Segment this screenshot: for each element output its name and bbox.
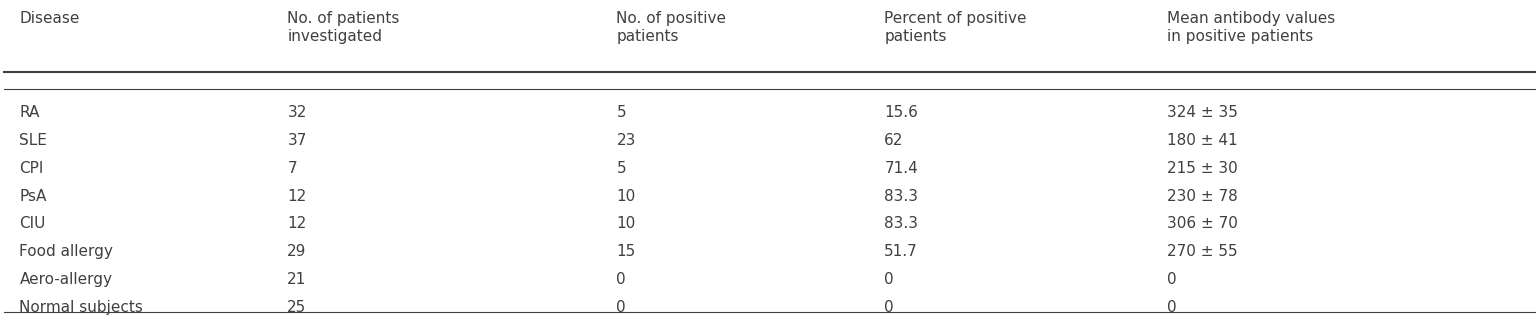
Text: 37: 37	[288, 133, 306, 148]
Text: 7: 7	[288, 161, 297, 176]
Text: Aero-allergy: Aero-allergy	[20, 272, 112, 287]
Text: Food allergy: Food allergy	[20, 244, 114, 259]
Text: 29: 29	[288, 244, 306, 259]
Text: Percent of positive
patients: Percent of positive patients	[885, 12, 1027, 44]
Text: Disease: Disease	[20, 12, 80, 27]
Text: 12: 12	[288, 189, 306, 204]
Text: 25: 25	[288, 300, 306, 315]
Text: CPI: CPI	[20, 161, 43, 176]
Text: SLE: SLE	[20, 133, 48, 148]
Text: 62: 62	[885, 133, 903, 148]
Text: Mean antibody values
in positive patients: Mean antibody values in positive patient…	[1168, 12, 1336, 44]
Text: 324 ± 35: 324 ± 35	[1168, 106, 1239, 121]
Text: 71.4: 71.4	[885, 161, 919, 176]
Text: 51.7: 51.7	[885, 244, 919, 259]
Text: 0: 0	[885, 300, 894, 315]
Text: 306 ± 70: 306 ± 70	[1168, 216, 1239, 231]
Text: CIU: CIU	[20, 216, 46, 231]
Text: RA: RA	[20, 106, 40, 121]
Text: 5: 5	[617, 161, 626, 176]
Text: 32: 32	[288, 106, 306, 121]
Text: 0: 0	[617, 300, 626, 315]
Text: 180 ± 41: 180 ± 41	[1168, 133, 1237, 148]
Text: 23: 23	[617, 133, 636, 148]
Text: 5: 5	[617, 106, 626, 121]
Text: 0: 0	[1168, 300, 1177, 315]
Text: 83.3: 83.3	[885, 189, 919, 204]
Text: 0: 0	[1168, 272, 1177, 287]
Text: 21: 21	[288, 272, 306, 287]
Text: No. of patients
investigated: No. of patients investigated	[288, 12, 400, 44]
Text: No. of positive
patients: No. of positive patients	[617, 12, 726, 44]
Text: 10: 10	[617, 216, 636, 231]
Text: 10: 10	[617, 189, 636, 204]
Text: PsA: PsA	[20, 189, 46, 204]
Text: 83.3: 83.3	[885, 216, 919, 231]
Text: 15: 15	[617, 244, 636, 259]
Text: 0: 0	[885, 272, 894, 287]
Text: 270 ± 55: 270 ± 55	[1168, 244, 1237, 259]
Text: 215 ± 30: 215 ± 30	[1168, 161, 1239, 176]
Text: 15.6: 15.6	[885, 106, 919, 121]
Text: Normal subjects: Normal subjects	[20, 300, 143, 315]
Text: 230 ± 78: 230 ± 78	[1168, 189, 1239, 204]
Text: 12: 12	[288, 216, 306, 231]
Text: 0: 0	[617, 272, 626, 287]
